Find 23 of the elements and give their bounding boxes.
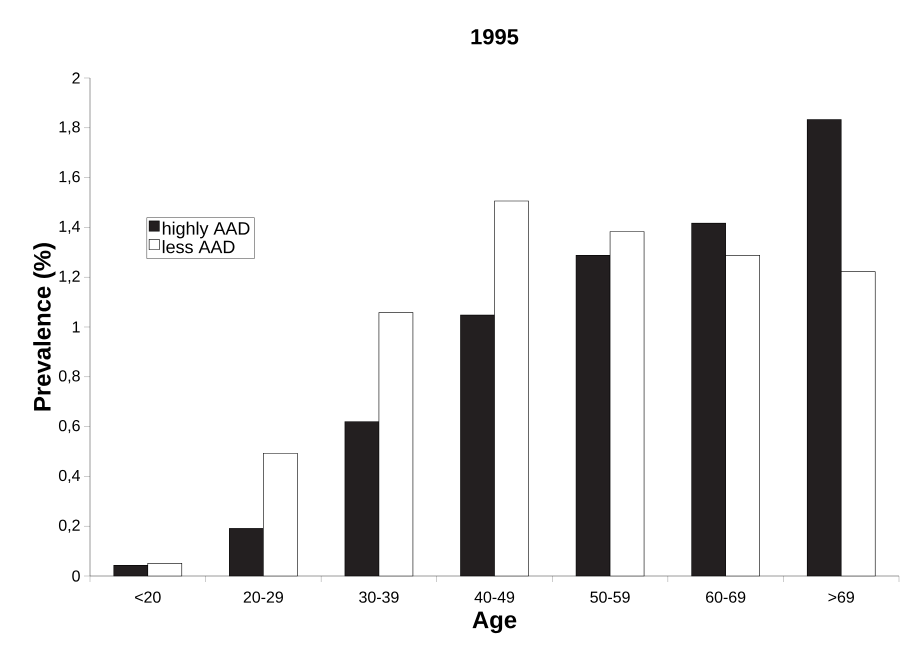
x-axis-title: Age [472,612,516,634]
y-tick-label: 1,2 [60,270,80,284]
y-tick-label: 2 [72,72,80,84]
x-tick-label: 30-39 [359,592,399,603]
y-tick-label: 1,6 [60,171,80,184]
x-tick-label: <20 [135,592,161,603]
chart-title: 1995 [471,28,518,45]
y-axis-title: Prevalence (%) [33,243,56,410]
y-tick-label: 1,4 [60,220,80,234]
x-tick-label: >69 [828,592,854,603]
x-tick-label: 60-69 [706,592,746,603]
y-tick-label: 0 [72,570,80,582]
y-tick-label: 1 [72,322,80,332]
y-tick-label: 1,8 [60,121,80,134]
y-tick-label: 0,4 [58,470,80,483]
x-tick-label: 20-29 [244,592,283,603]
x-tick-label: 50-59 [590,592,630,603]
legend-label: less AAD [162,240,234,254]
legend-label: highly AAD [162,222,250,238]
y-tick-label: 0,8 [58,370,80,384]
y-tick-label: 0,6 [58,420,80,434]
y-tick-label: 0,2 [58,520,80,533]
x-tick-label: 40-49 [474,592,514,603]
